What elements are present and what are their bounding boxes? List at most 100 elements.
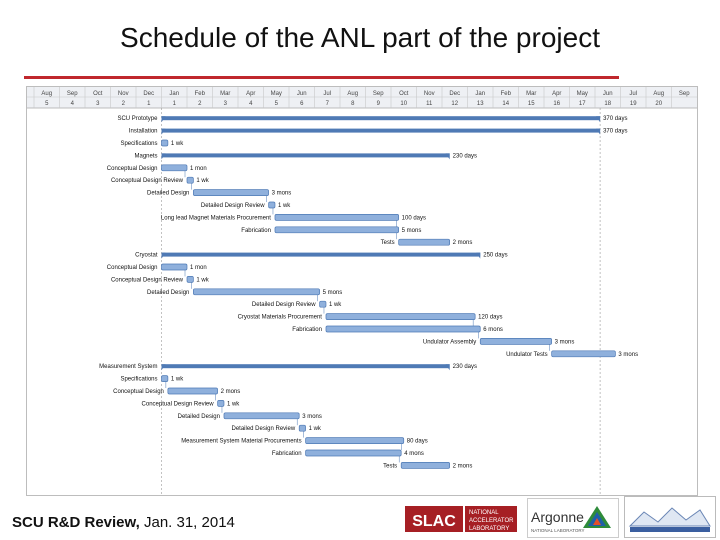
summary-bar-cap [161,128,166,135]
task-duration: 250 days [483,253,507,259]
month-label: Dec [449,91,460,97]
month-number-label: 20 [655,101,662,107]
month-number-label: 1 [147,101,151,107]
task-duration: 6 mons [483,327,503,333]
task-duration: 230 days [453,153,477,159]
task-bar [223,412,300,420]
slac-logo-mark: SLAC [412,513,456,530]
task-duration: 3 mons [555,339,575,345]
task-bar [161,139,169,147]
task-label: Measurement System Material Procurements [181,439,301,445]
month-label: Oct [399,91,409,97]
month-label: Aug [653,91,664,97]
task-bar [274,214,400,221]
month-number-label: 17 [579,101,586,107]
task-label: Conceptual Design [107,166,158,172]
task-label: Installation [129,129,158,135]
task-duration: 1 wk [196,277,209,283]
summary-bar-cap [161,364,166,371]
argonne-logo-name: Argonne [531,509,584,525]
month-label: Feb [195,91,206,97]
task-label: Conceptual Design Review [111,277,184,283]
argonne-logo-sub: NATIONAL LABORATORY [531,528,585,533]
month-label: Jan [475,91,485,97]
gantt-frame [26,86,698,496]
month-number-label: 2 [198,101,202,107]
summary-bar-cap [596,116,601,123]
task-bar [400,462,451,469]
task-label: Specifications [120,141,157,147]
page-title: Schedule of the ANL part of the project [120,22,600,53]
summary-bar [161,153,450,158]
task-label: Fabrication [241,228,271,234]
task-duration: 2 mons [221,389,241,395]
month-number-label: 7 [326,101,330,107]
task-duration: 120 days [478,315,502,321]
task-label: Long lead Magnet Materials Procurement [161,215,271,221]
month-number-label: 5 [275,101,279,107]
task-bar [551,350,616,358]
month-number-label: 4 [249,101,253,107]
footer-date: Jan. 31, 2014 [139,514,235,531]
month-number-label: 10 [400,101,407,107]
task-label: Conceptual Design [113,389,164,395]
task-label: Detailed Design [147,191,189,197]
task-duration: 4 mons [404,451,424,457]
month-number-label: 8 [351,101,355,107]
month-number-label: 6 [300,101,304,107]
month-number-label: 4 [71,101,75,107]
task-duration: 100 days [402,215,426,221]
task-duration: 2 mons [453,240,473,246]
month-label: Nov [424,91,435,97]
task-duration: 370 days [603,129,627,135]
month-number-label: 19 [630,101,637,107]
month-label: Sep [373,91,384,97]
month-number-label: 13 [477,101,484,107]
task-duration: 1 mon [190,166,207,172]
month-number-label: 1 [173,101,177,107]
task-duration: 1 mon [190,265,207,271]
task-duration: 1 wk [309,426,322,432]
task-duration: 1 wk [227,401,240,407]
gantt-header-bg [27,87,697,108]
month-number-label: 3 [96,101,100,107]
university-logo [624,496,716,538]
summary-bar-cap [161,116,166,123]
task-bar [186,276,194,283]
month-label: Mar [220,91,230,97]
task-bar [193,288,320,296]
task-label: SCU Prototype [117,116,158,122]
task-label: Conceptual Design Review [111,178,184,184]
month-label: Jan [169,91,179,97]
slac-logo-line3: LABORATORY [469,526,509,532]
task-label: Detailed Design Review [252,302,316,308]
month-number-label: 14 [502,101,509,107]
month-number-label: 12 [451,101,458,107]
slac-logo: SLAC NATIONAL ACCELERATOR LABORATORY [405,506,517,532]
task-duration: 230 days [453,364,477,370]
month-label: Jun [297,91,307,97]
task-label: Cryostat [135,253,158,259]
task-bar [319,300,327,308]
task-label: Measurement System [99,364,157,370]
month-label: Aug [347,91,358,97]
month-label: Sep [679,91,690,97]
task-label: Tests [381,240,395,246]
task-bar [217,400,225,407]
month-number-label: 2 [122,101,126,107]
task-label: Detailed Design Review [201,203,265,209]
task-duration: 80 days [407,439,428,445]
task-duration: 2 mons [453,463,473,469]
task-label: Conceptual Design [107,265,158,271]
summary-bar [161,364,450,369]
task-label: Detailed Design [178,414,220,420]
summary-bar [161,116,601,121]
summary-bar-cap [161,153,166,160]
summary-bar-cap [445,153,450,160]
summary-bar-cap [445,364,450,371]
task-bar [274,226,400,234]
month-label: Nov [118,91,129,97]
month-label: Apr [552,91,561,97]
month-label: Jul [629,91,637,97]
task-bar [298,424,306,432]
